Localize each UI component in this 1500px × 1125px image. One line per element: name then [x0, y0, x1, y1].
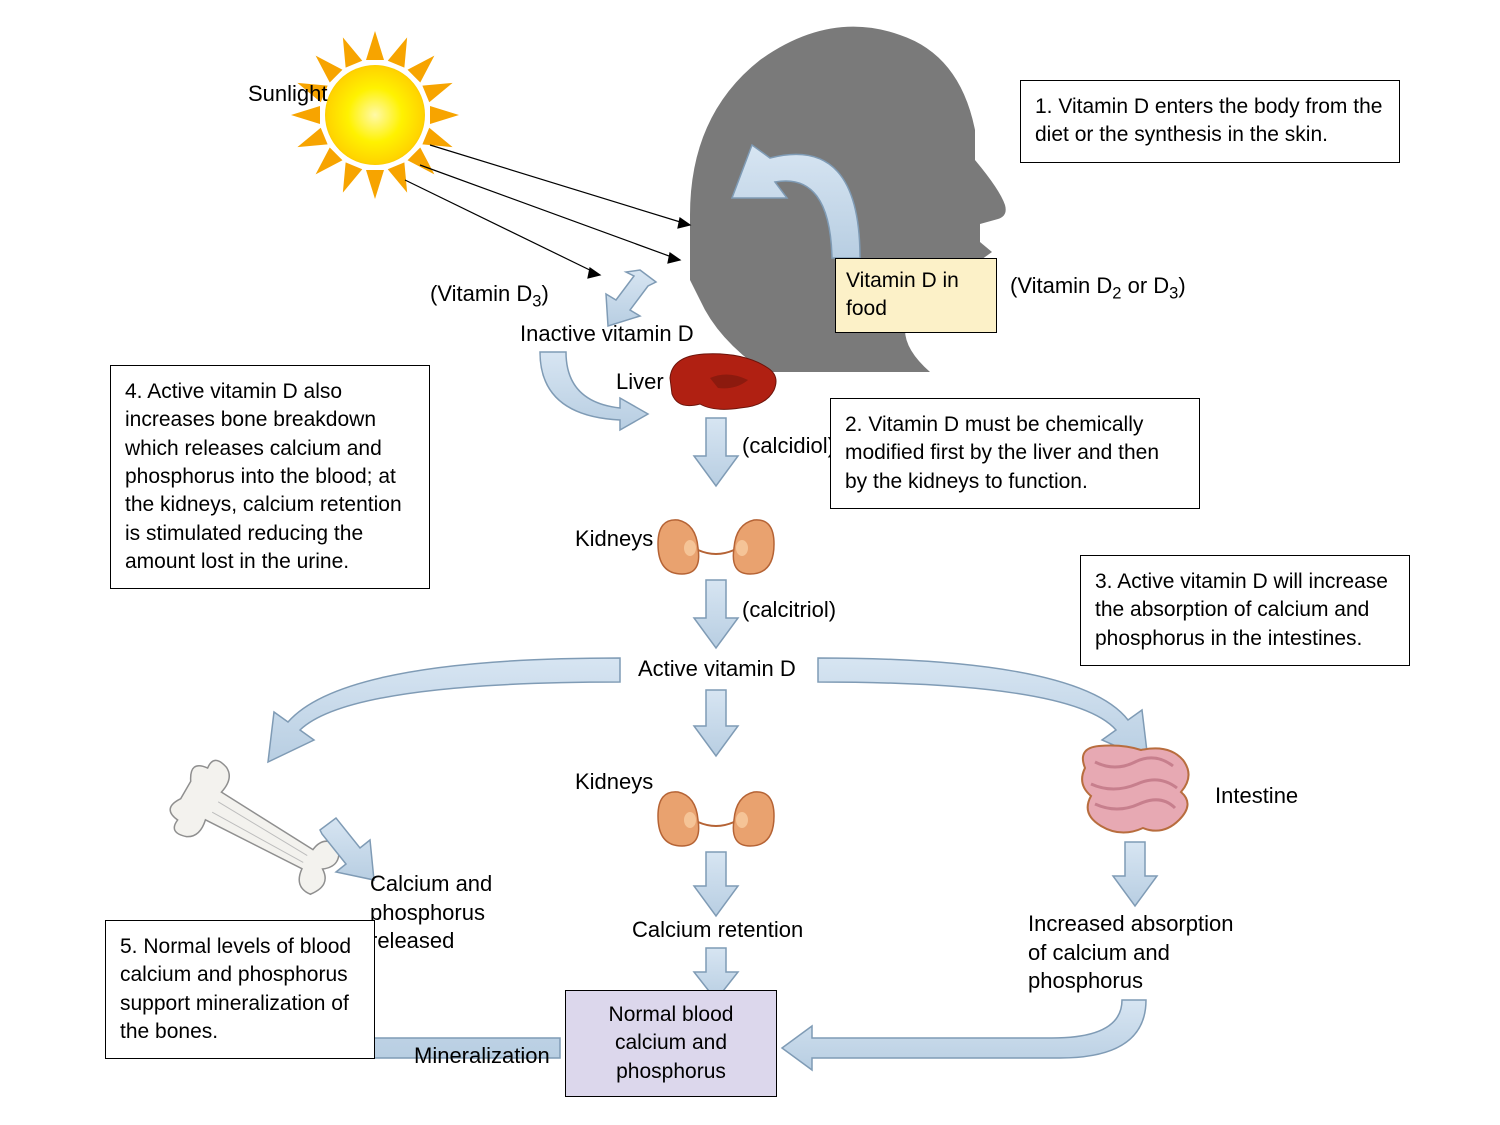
mineralization-label: Mineralization	[414, 1042, 550, 1071]
food-to-mouth-arrow	[732, 145, 860, 258]
box-4: 4. Active vitamin D also increases bone …	[110, 365, 430, 589]
calcium-retention-label: Calcium retention	[632, 916, 803, 945]
food-box: Vitamin D in food	[835, 258, 997, 333]
box-1: 1. Vitamin D enters the body from the di…	[1020, 80, 1400, 163]
active-to-bone-arrow	[268, 658, 620, 762]
liver-to-kidneys-arrow	[694, 418, 738, 486]
calcitriol-label: (calcitriol)	[742, 596, 836, 625]
inactive-vd-label: Inactive vitamin D	[520, 320, 694, 349]
box-5: 5. Normal levels of blood calcium and ph…	[105, 920, 375, 1059]
ca-p-released-label: Calcium and phosphorus released	[370, 870, 540, 956]
kidneys-icon-1	[658, 520, 774, 574]
box-3: 3. Active vitamin D will increase the ab…	[1080, 555, 1410, 666]
bone-to-released-arrow	[320, 818, 374, 880]
vitamin-d3-label: (Vitamin D3)	[430, 280, 549, 313]
active-to-intestine-arrow	[818, 658, 1148, 760]
intestine-label: Intestine	[1215, 782, 1298, 811]
kidneys-icon-2	[658, 792, 774, 846]
kidneys-to-active-arrow	[694, 580, 738, 648]
intestine-to-absorption-arrow	[1113, 842, 1157, 906]
sun-icon	[291, 31, 459, 199]
diagram-stage: Sunlight (Vitamin D3) Inactive vitamin D…	[0, 0, 1500, 1125]
vitamin-d2-or-d3-label: (Vitamin D2 or D3)	[1010, 272, 1186, 305]
kidneys-1-label: Kidneys	[575, 525, 653, 554]
kidneys2-to-retention-arrow	[694, 852, 738, 916]
kidneys-2-label: Kidneys	[575, 768, 653, 797]
liver-icon	[670, 354, 776, 410]
skin-to-inactive-arrow	[606, 270, 656, 326]
sun-rays	[405, 145, 690, 278]
sunlight-label: Sunlight	[248, 80, 328, 109]
liver-label: Liver	[616, 368, 664, 397]
active-to-kidneys2-arrow	[694, 690, 738, 756]
calcidiol-label: (calcidiol)	[742, 432, 835, 461]
intestine-icon	[1082, 746, 1188, 833]
normal-blood-box: Normal blood calcium and phosphorus	[565, 990, 777, 1097]
increased-absorption-label: Increased absorption of calcium and phos…	[1028, 910, 1288, 996]
bone-icon	[161, 752, 351, 910]
box-2: 2. Vitamin D must be chemically modified…	[830, 398, 1200, 509]
active-vd-label: Active vitamin D	[638, 655, 796, 684]
absorption-to-normal-arrow	[782, 1000, 1146, 1070]
